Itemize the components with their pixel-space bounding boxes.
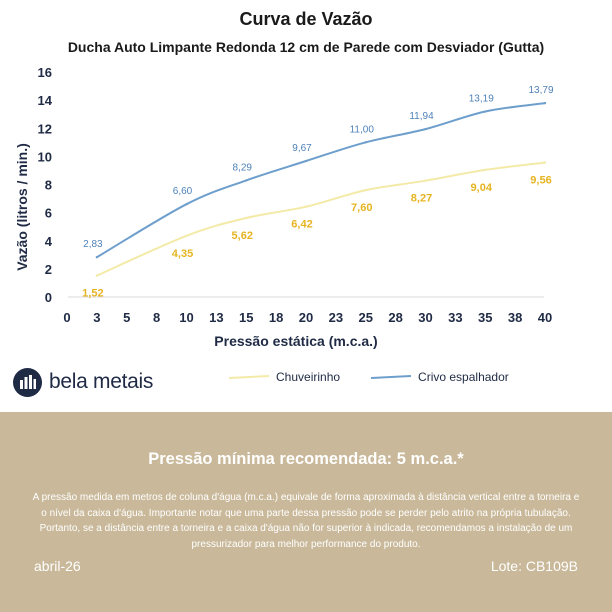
data-point-chuveirinho xyxy=(95,274,99,277)
y-tick-label: 14 xyxy=(38,93,53,108)
data-point-crivo-espalhador xyxy=(484,110,487,113)
data-point-crivo-espalhador xyxy=(543,101,547,105)
data-label-chuveirinho: 7,60 xyxy=(351,202,372,214)
legend-item-chuveirinho: Chuveirinho xyxy=(228,370,340,384)
y-tick-label: 10 xyxy=(38,149,52,164)
data-point-chuveirinho xyxy=(364,188,367,192)
data-label-crivo-espalhador: 13,79 xyxy=(528,85,553,96)
data-point-crivo-espalhador xyxy=(364,141,367,144)
data-point-crivo-espalhador xyxy=(185,202,188,206)
data-label-chuveirinho: 6,42 xyxy=(291,219,312,231)
data-point-chuveirinho xyxy=(304,205,308,208)
lot-code: Lote: CB109B xyxy=(490,558,578,574)
y-tick-label: 12 xyxy=(38,121,52,136)
data-label-crivo-espalhador: 8,29 xyxy=(233,162,253,173)
data-point-crivo-espalhador xyxy=(95,256,99,259)
x-tick-label: 38 xyxy=(508,310,522,325)
data-label-crivo-espalhador: 13,19 xyxy=(469,94,494,105)
data-point-crivo-espalhador xyxy=(245,179,248,182)
chart-subtitle: Ducha Auto Limpante Redonda 12 cm de Par… xyxy=(67,39,545,55)
data-point-chuveirinho xyxy=(484,168,487,172)
data-label-crivo-espalhador: 2,83 xyxy=(83,239,103,250)
x-tick-label: 0 xyxy=(63,310,70,325)
y-axis-title: Vazão (litros / min.) xyxy=(14,143,30,271)
legend-label: Crivo espalhador xyxy=(418,370,509,384)
y-tick-label: 6 xyxy=(45,206,52,221)
data-point-crivo-espalhador xyxy=(304,159,308,163)
x-tick-label: 25 xyxy=(359,310,373,325)
data-point-chuveirinho xyxy=(185,234,188,238)
data-label-chuveirinho: 8,27 xyxy=(411,193,432,205)
x-tick-label: 35 xyxy=(478,310,492,325)
series-line-chuveirinho xyxy=(96,161,546,277)
y-tick-label: 4 xyxy=(45,234,53,249)
data-label-chuveirinho: 9,56 xyxy=(530,175,551,187)
legend-label: Chuveirinho xyxy=(276,370,341,384)
legend-item-crivo: Crivo espalhador xyxy=(370,370,509,384)
x-tick-label: 33 xyxy=(448,310,462,325)
brand-logo: bela metais xyxy=(13,366,153,398)
x-tick-label: 30 xyxy=(418,310,432,325)
info-panel: Pressão mínima recomendada: 5 m.c.a.* A … xyxy=(0,412,612,612)
x-tick-label: 40 xyxy=(538,310,552,325)
x-tick-label: 20 xyxy=(299,310,313,325)
x-tick-label: 10 xyxy=(179,310,193,325)
data-label-crivo-espalhador: 9,67 xyxy=(292,143,312,154)
x-tick-label: 15 xyxy=(239,310,253,325)
x-tick-label: 28 xyxy=(388,310,402,325)
series-lines xyxy=(95,101,547,277)
data-label-chuveirinho: 1,52 xyxy=(82,288,103,300)
brand-name: bela metais xyxy=(49,370,154,393)
y-tick-label: 2 xyxy=(45,262,52,277)
y-tick-label: 16 xyxy=(38,65,52,80)
data-label-chuveirinho: 5,62 xyxy=(232,230,253,242)
data-label-crivo-espalhador: 11,00 xyxy=(350,124,375,135)
y-axis-ticks: 0 2 4 6 8 10 12 14 16 xyxy=(38,65,53,305)
data-point-crivo-espalhador xyxy=(424,127,427,131)
legend-swatch-chuveirinho xyxy=(228,375,270,379)
y-tick-label: 8 xyxy=(45,178,52,193)
x-tick-label: 23 xyxy=(329,310,343,325)
series-data-labels: 1,52 4,35 5,62 6,42 7,60 8,27 9,04 9,56 2,83 6,60… xyxy=(82,85,554,300)
data-label-crivo-espalhador: 6,60 xyxy=(173,186,193,197)
chart-title: Curva de Vazão xyxy=(239,9,373,29)
x-tick-label: 8 xyxy=(153,310,160,325)
data-point-chuveirinho xyxy=(543,161,547,164)
series-line-crivo-espalhador xyxy=(96,102,546,259)
x-tick-label: 13 xyxy=(209,310,223,325)
y-tick-label: 0 xyxy=(45,290,52,305)
x-tick-label: 3 xyxy=(93,310,100,325)
data-label-crivo-espalhador: 11,94 xyxy=(409,111,434,122)
x-tick-label: 18 xyxy=(269,310,283,325)
brand-mark-icon xyxy=(13,367,42,397)
pressure-note: A pressão medida em metros de coluna d'á… xyxy=(32,492,580,550)
chart-legend: Chuveirinho Crivo espalhador xyxy=(228,370,539,384)
legend-swatch-crivo xyxy=(370,375,412,379)
data-label-chuveirinho: 4,35 xyxy=(172,248,193,260)
x-tick-label: 5 xyxy=(123,310,130,325)
data-label-chuveirinho: 9,04 xyxy=(471,182,493,194)
data-point-chuveirinho xyxy=(424,179,427,182)
data-point-chuveirinho xyxy=(245,216,248,220)
x-axis-ticks: 0 3 5 8 10 13 15 18 20 23 25 28 30 33 35 38 40 xyxy=(63,310,552,325)
publish-date: abril-26 xyxy=(34,558,81,574)
x-axis-title: Pressão estática (m.c.a.) xyxy=(214,333,377,349)
min-pressure-heading: Pressão mínima recomendada: 5 m.c.a.* xyxy=(148,450,464,468)
